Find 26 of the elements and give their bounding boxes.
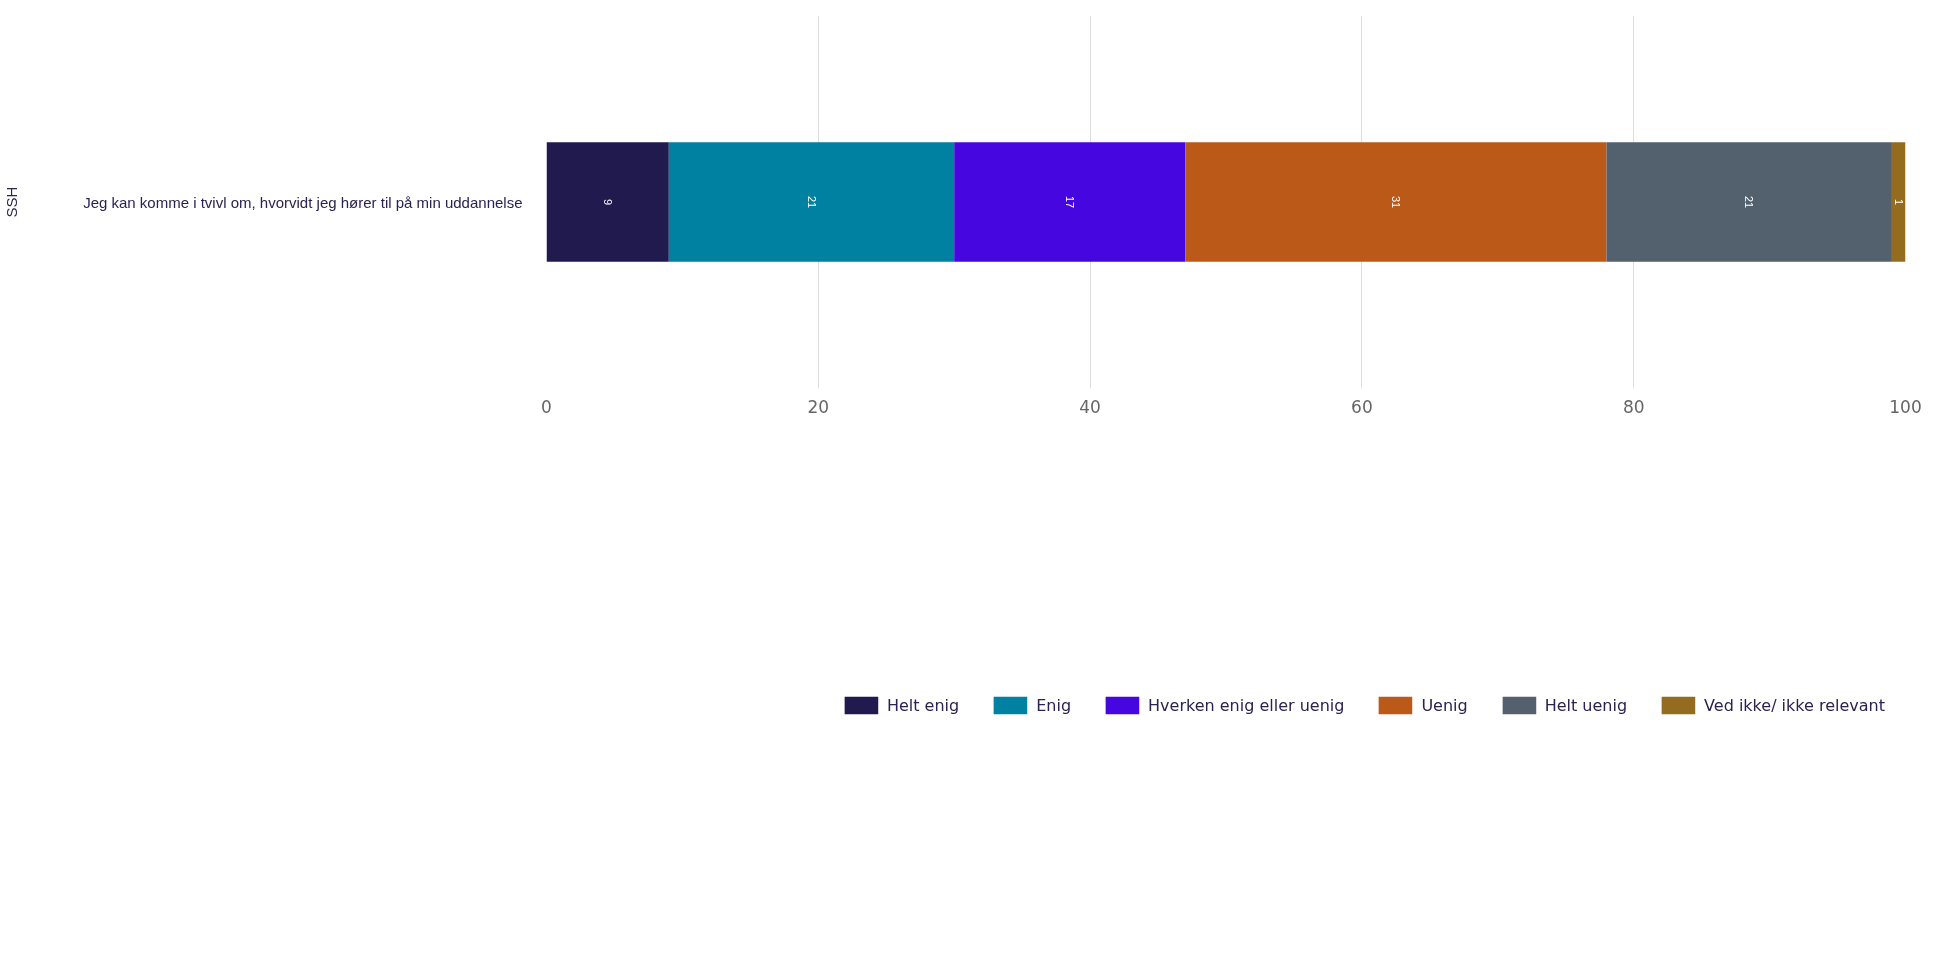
legend-label: Ved ikke/ ikke relevant — [1704, 695, 1885, 715]
x-tick-label: 60 — [1351, 396, 1373, 417]
data-label: 21 — [1743, 195, 1756, 209]
bar — [1185, 142, 1607, 262]
bar — [668, 142, 955, 262]
x-tick-label: 40 — [1079, 396, 1101, 417]
data-label: 9 — [601, 198, 614, 206]
legend-label: Enig — [1036, 695, 1072, 715]
legend-label: Helt enig — [886, 695, 960, 715]
x-tick-label: 80 — [1622, 396, 1645, 417]
x-tick-label: 100 — [1889, 396, 1922, 417]
legend-label: Hverken enig eller uenig — [1148, 695, 1345, 715]
bar — [546, 142, 669, 262]
y-tick-label: Jeg kan komme i tvivl om, hvorvidt jeg hører til på min uddannelse — [83, 193, 523, 211]
legend-label: Uenig — [1421, 695, 1468, 715]
x-tick-label: 20 — [807, 396, 830, 417]
data-label: 21 — [805, 195, 818, 209]
x-tick-label: 0 — [541, 396, 552, 417]
legend-label: Helt uenig — [1544, 695, 1628, 715]
bar — [1606, 142, 1892, 262]
data-label: 17 — [1063, 195, 1076, 209]
data-label: 1 — [1892, 198, 1905, 206]
data-label: 31 — [1389, 195, 1402, 209]
bar — [954, 142, 1186, 262]
y-axis-title: SSH — [3, 186, 21, 218]
bar — [1891, 142, 1906, 262]
